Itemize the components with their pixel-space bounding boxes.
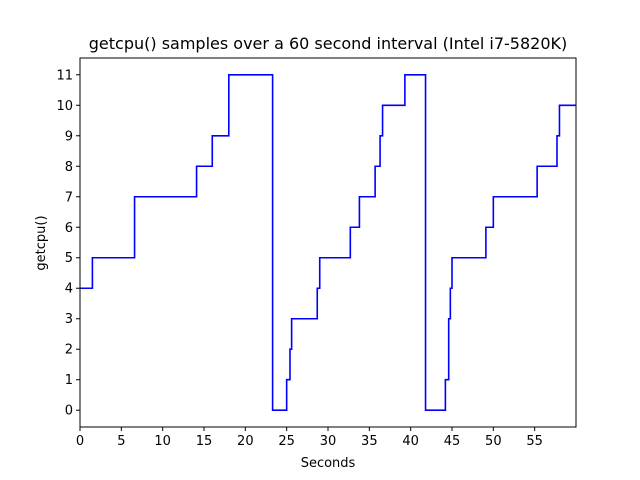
- y-tick-label: 8: [65, 160, 73, 175]
- y-tick-label: 7: [65, 190, 73, 205]
- series-line: [80, 73, 576, 412]
- y-tick-label: 9: [65, 129, 73, 144]
- y-axis-label: getcpu(): [34, 215, 49, 270]
- y-tick-label: 1: [65, 373, 73, 388]
- x-tick-label: 15: [196, 434, 213, 449]
- y-tick-label: 0: [65, 404, 73, 419]
- y-tick-label: 5: [65, 251, 73, 266]
- x-tick-label: 45: [444, 434, 461, 449]
- y-tick-label: 11: [56, 68, 73, 83]
- x-tick-label: 40: [402, 434, 419, 449]
- y-axis-ticks: 0 1 2 3 4 5 6 7 8 9 10 11: [56, 68, 80, 419]
- y-tick-label: 10: [56, 99, 73, 114]
- x-axis-ticks: 0 5 10 15 20 25 30 35 40 45 50 55: [76, 427, 543, 449]
- x-tick-label: 0: [76, 434, 84, 449]
- y-tick-label: 3: [65, 312, 73, 327]
- x-tick-label: 5: [117, 434, 125, 449]
- x-tick-label: 25: [278, 434, 295, 449]
- chart-title: getcpu() samples over a 60 second interv…: [89, 34, 567, 53]
- x-tick-label: 20: [237, 434, 254, 449]
- x-tick-label: 55: [526, 434, 543, 449]
- x-tick-label: 30: [320, 434, 337, 449]
- x-axis-label: Seconds: [301, 456, 356, 471]
- x-tick-label: 35: [361, 434, 378, 449]
- y-tick-label: 6: [65, 221, 73, 236]
- x-tick-label: 50: [485, 434, 502, 449]
- x-tick-label: 10: [154, 434, 171, 449]
- y-tick-label: 4: [65, 282, 73, 297]
- y-tick-label: 2: [65, 343, 73, 358]
